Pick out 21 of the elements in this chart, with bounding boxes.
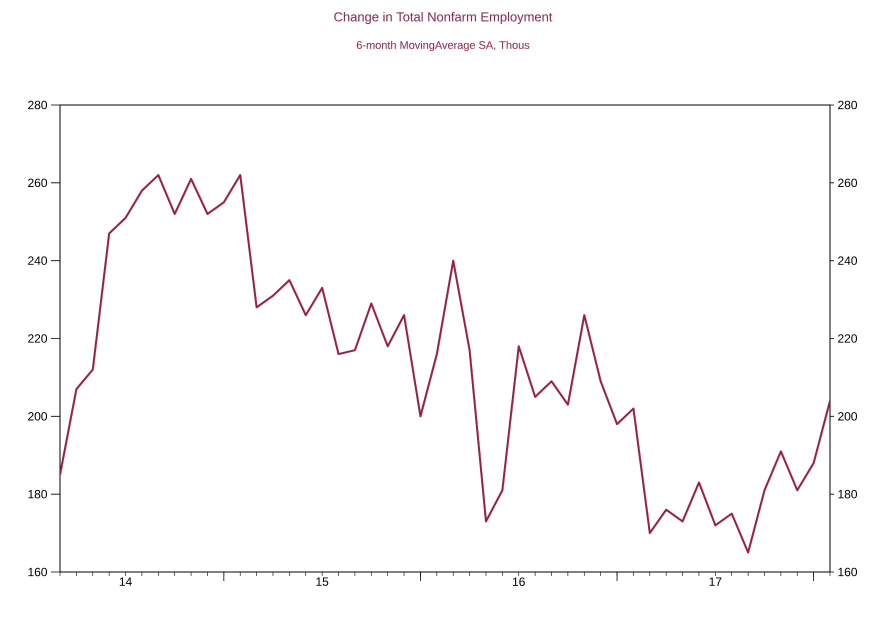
y-tick-label: 180 (28, 490, 48, 498)
y2-tick-label: 260 (838, 178, 858, 188)
y-tick-label: 220 (28, 334, 48, 343)
chart-subtitle: 6-month MovingAverage SA, Thous (356, 40, 530, 52)
y2-tick-label: 200 (838, 412, 858, 421)
x-tick-label: 14 (120, 578, 132, 586)
chart-title: Change in Total Nonfarm Employment (334, 12, 552, 24)
y2-tick-label: 240 (838, 256, 858, 265)
y-tick-label: 160 (28, 568, 48, 576)
y2-tick-label: 280 (838, 100, 858, 110)
x-tick-label: 16 (512, 578, 525, 586)
y2-tick-label: 180 (838, 490, 858, 498)
y-tick-label: 240 (28, 256, 48, 265)
y-tick-label: 200 (28, 412, 48, 421)
line-series (60, 174, 830, 554)
y2-tick-label: 220 (838, 334, 858, 343)
y2-tick-label: 160 (838, 568, 858, 576)
y-tick-label: 280 (28, 100, 48, 110)
y-tick-label: 260 (28, 178, 48, 188)
x-tick-label: 17 (710, 578, 722, 586)
x-tick-label: 15 (316, 578, 328, 586)
